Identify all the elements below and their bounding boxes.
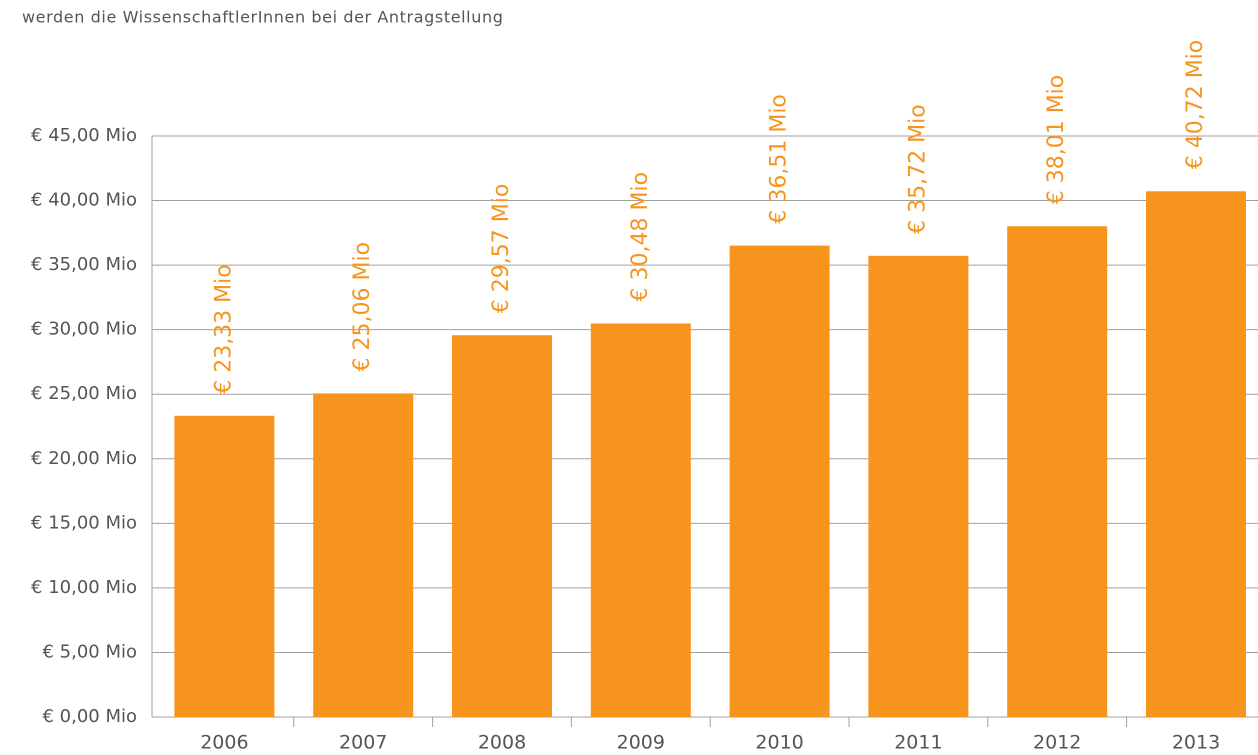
y-tick-label: € 10,00 Mio	[31, 577, 137, 598]
value-label: € 29,57 Mio	[489, 184, 514, 314]
x-tick-label: 2008	[478, 732, 526, 754]
bar	[590, 323, 691, 717]
x-tick-label: 2006	[200, 732, 248, 754]
value-label: € 30,48 Mio	[628, 172, 653, 302]
y-tick-label: € 40,00 Mio	[31, 190, 137, 211]
value-label: € 38,01 Mio	[1044, 75, 1069, 205]
x-tick-label: 2007	[339, 732, 387, 754]
y-tick-label: € 45,00 Mio	[31, 125, 137, 146]
value-label: € 35,72 Mio	[905, 104, 930, 234]
value-label: € 25,06 Mio	[350, 242, 375, 372]
bar	[174, 415, 275, 717]
bar	[1146, 191, 1246, 718]
x-tick-label: 2012	[1033, 732, 1081, 754]
y-tick-label: € 0,00 Mio	[42, 706, 137, 727]
x-tick-label: 2011	[894, 732, 942, 754]
y-tick-label: € 30,00 Mio	[31, 319, 137, 340]
value-label: € 36,51 Mio	[767, 94, 792, 224]
bar	[1007, 226, 1108, 718]
value-label: € 40,72 Mio	[1183, 40, 1208, 170]
x-tick-label: 2010	[755, 732, 803, 754]
x-tick-label: 2009	[617, 732, 665, 754]
intro-text: werden die WissenschaftlerInnen bei der …	[22, 8, 503, 27]
y-tick-label: € 15,00 Mio	[31, 512, 137, 533]
y-tick-label: € 35,00 Mio	[31, 254, 137, 275]
bar	[729, 245, 830, 717]
bar	[313, 393, 414, 717]
bar	[452, 335, 552, 717]
y-tick-label: € 25,00 Mio	[31, 383, 137, 404]
bar	[868, 255, 969, 717]
value-label: € 23,33 Mio	[211, 264, 236, 394]
y-tick-label: € 20,00 Mio	[31, 448, 137, 469]
x-tick-label: 2013	[1172, 732, 1220, 754]
y-tick-label: € 5,00 Mio	[42, 641, 137, 662]
